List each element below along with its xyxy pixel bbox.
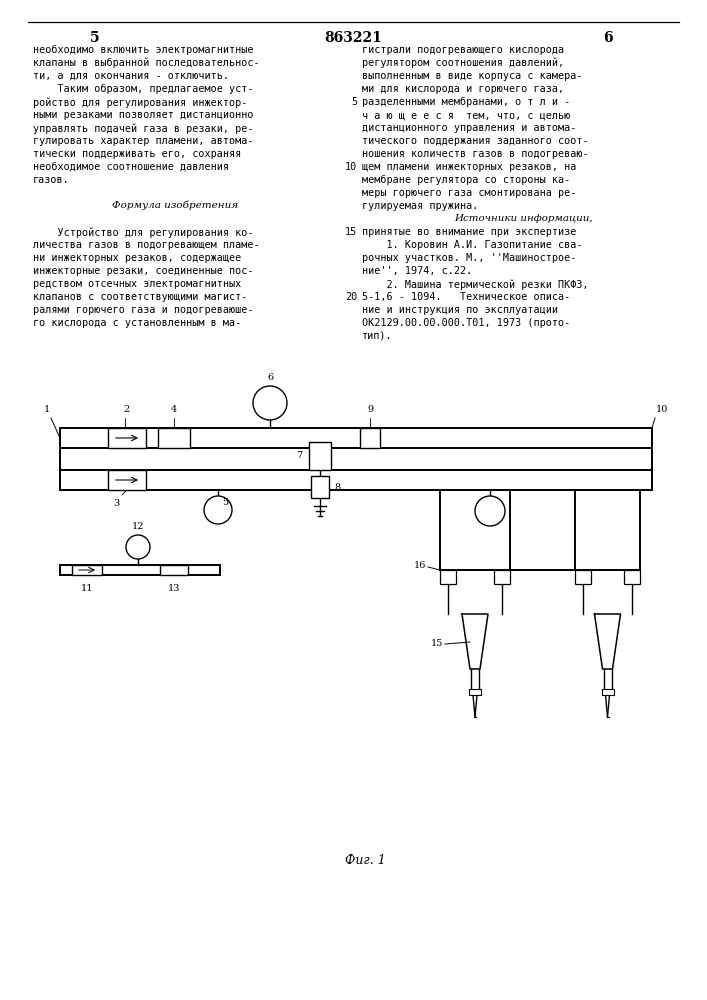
Text: 9: 9 — [367, 405, 373, 414]
Bar — [360, 428, 380, 448]
Text: управлять подачей газа в резаки, ре-: управлять подачей газа в резаки, ре- — [33, 123, 254, 133]
Bar — [158, 428, 190, 448]
Bar — [108, 470, 146, 490]
Text: ти, а для окончания - отключить.: ти, а для окончания - отключить. — [33, 71, 229, 81]
Circle shape — [126, 535, 150, 559]
Text: ч а ю щ е е с я  тем, что, с целью: ч а ю щ е е с я тем, что, с целью — [362, 110, 571, 120]
Text: Источники информации,: Источники информации, — [454, 214, 592, 223]
Bar — [602, 689, 614, 695]
Text: 4: 4 — [171, 405, 177, 414]
Text: необходимо включить электромагнитные: необходимо включить электромагнитные — [33, 45, 254, 55]
Bar — [72, 565, 102, 575]
Text: 3: 3 — [113, 499, 119, 508]
Text: 5: 5 — [90, 31, 100, 45]
Text: гистрали подогревающего кислорода: гистрали подогревающего кислорода — [362, 45, 564, 55]
Text: мембране регулятора со стороны ка-: мембране регулятора со стороны ка- — [362, 175, 571, 185]
Text: 16: 16 — [414, 560, 426, 570]
Text: рочных участков. М., ''Машинострое-: рочных участков. М., ''Машинострое- — [362, 253, 576, 263]
Text: меры горючего газа смонтирована ре-: меры горючего газа смонтирована ре- — [362, 188, 576, 198]
Text: тически поддерживать его, сохраняя: тически поддерживать его, сохраняя — [33, 149, 241, 159]
Text: клапаны в выбранной последовательнос-: клапаны в выбранной последовательнос- — [33, 58, 259, 68]
Text: 1. Коровин А.И. Газопитание сва-: 1. Коровин А.И. Газопитание сва- — [362, 240, 583, 250]
Text: личества газов в подогревающем пламе-: личества газов в подогревающем пламе- — [33, 240, 259, 250]
Bar — [494, 570, 510, 584]
Bar — [160, 565, 188, 575]
Bar — [469, 689, 481, 695]
Circle shape — [253, 386, 287, 420]
Text: инжекторные резаки, соединенные пос-: инжекторные резаки, соединенные пос- — [33, 266, 254, 276]
Text: 5-1,6 - 1094.   Техническое описа-: 5-1,6 - 1094. Техническое описа- — [362, 292, 571, 302]
Bar — [624, 570, 640, 584]
Text: разделенными мембранами, о т л и -: разделенными мембранами, о т л и - — [362, 97, 571, 107]
Text: 7: 7 — [296, 452, 302, 460]
Text: 5: 5 — [351, 97, 357, 107]
Text: необходимое соотношение давления: необходимое соотношение давления — [33, 162, 229, 172]
Text: гулировать характер пламени, автома-: гулировать характер пламени, автома- — [33, 136, 254, 146]
Text: 5: 5 — [222, 498, 228, 507]
Text: 8: 8 — [334, 483, 340, 491]
Bar — [311, 476, 329, 498]
Text: 10: 10 — [656, 405, 668, 414]
Text: Фиг. 1: Фиг. 1 — [345, 854, 386, 867]
Text: Формула изобретения: Формула изобретения — [112, 201, 238, 211]
Bar — [309, 442, 331, 470]
Text: 1: 1 — [44, 405, 50, 414]
Text: выполненным в виде корпуса с камера-: выполненным в виде корпуса с камера- — [362, 71, 583, 81]
Bar — [575, 570, 591, 584]
Text: 2. Машина термической резки ПКФЗ,: 2. Машина термической резки ПКФЗ, — [362, 279, 589, 290]
Text: Устройство для регулирования ко-: Устройство для регулирования ко- — [33, 227, 254, 237]
Text: 12: 12 — [132, 522, 144, 531]
Text: Таким образом, предлагаемое уст-: Таким образом, предлагаемое уст- — [33, 84, 254, 94]
Text: принятые во внимание при экспертизе: принятые во внимание при экспертизе — [362, 227, 576, 237]
Text: регулятором соотношения давлений,: регулятором соотношения давлений, — [362, 58, 564, 68]
Text: гулируемая пружина.: гулируемая пружина. — [362, 201, 479, 211]
Text: ношения количеств газов в подогреваю-: ношения количеств газов в подогреваю- — [362, 149, 589, 159]
Text: ние'', 1974, с.22.: ние'', 1974, с.22. — [362, 266, 472, 276]
Text: 6: 6 — [603, 31, 613, 45]
Circle shape — [204, 496, 232, 524]
Text: дистанционного управления и автома-: дистанционного управления и автома- — [362, 123, 576, 133]
Bar — [440, 570, 456, 584]
Text: 15: 15 — [345, 227, 357, 237]
Text: 15: 15 — [431, 640, 443, 648]
Text: 13: 13 — [168, 584, 180, 593]
Text: ни инжекторных резаков, содержащее: ни инжекторных резаков, содержащее — [33, 253, 241, 263]
Text: 20: 20 — [345, 292, 357, 302]
Text: газов.: газов. — [33, 175, 70, 185]
Text: ние и инструкция по эксплуатации: ние и инструкция по эксплуатации — [362, 305, 558, 315]
Text: щем пламени инжекторных резаков, на: щем пламени инжекторных резаков, на — [362, 162, 576, 172]
Text: редством отсечных электромагнитных: редством отсечных электромагнитных — [33, 279, 241, 289]
Text: 6: 6 — [267, 373, 273, 382]
Text: тип).: тип). — [362, 331, 392, 341]
Text: 10: 10 — [345, 162, 357, 172]
Text: клапанов с соответствующими магист-: клапанов с соответствующими магист- — [33, 292, 247, 302]
Text: го кислорода с установленным в ма-: го кислорода с установленным в ма- — [33, 318, 241, 328]
Text: ОК2129.00.00.000.Т01, 1973 (прото-: ОК2129.00.00.000.Т01, 1973 (прото- — [362, 318, 571, 328]
Text: ми для кислорода и горючего газа,: ми для кислорода и горючего газа, — [362, 84, 564, 94]
Text: ралями горючего газа и подогреваюше-: ралями горючего газа и подогреваюше- — [33, 305, 254, 315]
Text: ными резаками позволяет дистанционно: ными резаками позволяет дистанционно — [33, 110, 254, 120]
Circle shape — [475, 496, 505, 526]
Bar — [108, 428, 146, 448]
Text: 863221: 863221 — [324, 31, 382, 45]
Text: 11: 11 — [81, 584, 93, 593]
Text: тического поддержания заданного соот-: тического поддержания заданного соот- — [362, 136, 589, 146]
Text: 2: 2 — [124, 405, 130, 414]
Text: ройство для регулирования инжектор-: ройство для регулирования инжектор- — [33, 97, 247, 107]
